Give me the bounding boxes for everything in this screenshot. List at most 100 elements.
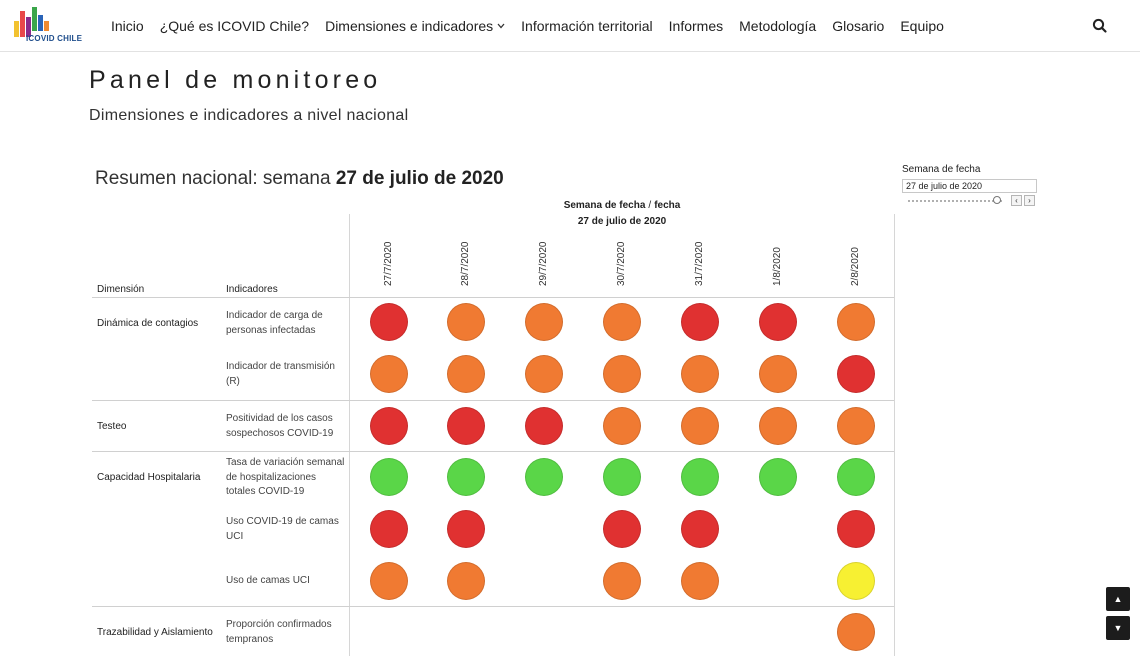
date-label-text: 29/7/2020 <box>538 241 549 287</box>
status-dot-red[interactable] <box>603 510 641 548</box>
scroll-down-button[interactable]: ▼ <box>1106 616 1130 640</box>
summary-title: Resumen nacional: semana 27 de julio de … <box>95 168 504 190</box>
status-dot-orange[interactable] <box>681 562 719 600</box>
nav-label: Metodología <box>739 17 817 34</box>
nav-informes[interactable]: Informes <box>669 18 723 34</box>
logo-text: ICOVID CHILE <box>26 34 83 43</box>
table-divider <box>349 214 350 656</box>
status-dot-orange[interactable] <box>447 303 485 341</box>
dimension-capacidad-hospitalaria: Capacidad Hospitalaria <box>97 472 201 483</box>
indicator-label: Indicador de transmisión (R) <box>226 361 335 387</box>
week-slider-thumb[interactable] <box>993 196 1001 204</box>
chevron-down-icon <box>497 23 505 28</box>
status-dot-orange[interactable] <box>525 355 563 393</box>
status-dot-red[interactable] <box>681 303 719 341</box>
indicator-label: Tasa de variación semanal de hospitaliza… <box>226 457 345 497</box>
status-dot-orange[interactable] <box>603 562 641 600</box>
next-week-button[interactable]: › <box>1024 195 1035 206</box>
status-dot-orange[interactable] <box>525 303 563 341</box>
status-dot-green[interactable] <box>447 458 485 496</box>
status-dot-green[interactable] <box>759 458 797 496</box>
status-dot-orange[interactable] <box>603 303 641 341</box>
dimension-dinamica-contagios: Dinámica de contagios <box>97 318 199 329</box>
status-dot-red[interactable] <box>370 303 408 341</box>
status-dot-orange[interactable] <box>837 407 875 445</box>
nav-informacion-territorial[interactable]: Información territorial <box>521 18 653 34</box>
nav-dimensiones-dropdown[interactable]: Dimensiones e indicadores <box>325 18 505 34</box>
column-header-separator: / <box>648 200 652 211</box>
status-dot-green[interactable] <box>525 458 563 496</box>
search-icon <box>1092 18 1107 33</box>
nav-metodologia[interactable]: Metodología <box>739 18 816 34</box>
indicator-label: Indicador de carga de personas infectada… <box>226 310 323 336</box>
scroll-up-button[interactable]: ▲ <box>1106 587 1130 611</box>
nav-label: Información territorial <box>521 17 653 34</box>
summary-prefix: Resumen nacional: semana <box>95 168 336 189</box>
status-dot-red[interactable] <box>837 355 875 393</box>
status-dot-orange[interactable] <box>370 562 408 600</box>
status-dot-red[interactable] <box>447 510 485 548</box>
nav-label: ¿Qué es ICOVID Chile? <box>159 17 310 34</box>
date-label-text: 28/7/2020 <box>460 241 471 287</box>
week-filter-dropdown[interactable]: 27 de julio de 2020 <box>902 179 1037 193</box>
indicator-label: Positividad de los casos sospechosos COV… <box>226 413 334 439</box>
status-dot-orange[interactable] <box>370 355 408 393</box>
chevron-right-icon: › <box>1028 196 1031 205</box>
table-rule <box>92 297 894 298</box>
main-menu: Inicio ¿Qué es ICOVID Chile? Dimensiones… <box>103 0 952 51</box>
search-button[interactable] <box>1090 16 1110 36</box>
status-dot-red[interactable] <box>759 303 797 341</box>
date-label-text: 31/7/2020 <box>694 241 705 287</box>
status-dot-yellow[interactable] <box>837 562 875 600</box>
status-dot-green[interactable] <box>837 458 875 496</box>
nav-que-es[interactable]: ¿Qué es ICOVID Chile? <box>160 18 309 34</box>
status-dot-red[interactable] <box>370 407 408 445</box>
indicator-label: Uso de camas UCI <box>226 575 310 586</box>
date-label-text: 2/8/2020 <box>850 247 861 286</box>
status-dot-orange[interactable] <box>603 407 641 445</box>
status-dot-green[interactable] <box>603 458 641 496</box>
status-dot-orange[interactable] <box>447 562 485 600</box>
nav-label: Inicio <box>111 17 144 34</box>
page-title: Panel de monitoreo <box>89 66 382 94</box>
status-dot-orange[interactable] <box>759 407 797 445</box>
status-dot-red[interactable] <box>681 510 719 548</box>
indicator-header: Indicadores <box>226 284 278 295</box>
status-dot-orange[interactable] <box>681 407 719 445</box>
dimension-testeo: Testeo <box>97 421 127 432</box>
nav-label: Dimensiones e indicadores <box>325 17 494 34</box>
previous-week-button[interactable]: ‹ <box>1011 195 1022 206</box>
arrow-down-icon: ▼ <box>1113 623 1123 633</box>
nav-equipo[interactable]: Equipo <box>900 18 944 34</box>
status-dot-orange[interactable] <box>837 303 875 341</box>
table-rule <box>92 606 894 607</box>
status-dot-red[interactable] <box>525 407 563 445</box>
status-dot-red[interactable] <box>447 407 485 445</box>
dimension-trazabilidad: Trazabilidad y Aislamiento <box>97 627 213 638</box>
status-dot-orange[interactable] <box>603 355 641 393</box>
table-rule <box>92 451 894 452</box>
summary-week: 27 de julio de 2020 <box>335 168 504 189</box>
status-dot-orange[interactable] <box>759 355 797 393</box>
status-dot-red[interactable] <box>370 510 408 548</box>
logo-bars-icon <box>14 7 49 37</box>
status-dot-green[interactable] <box>370 458 408 496</box>
nav-inicio[interactable]: Inicio <box>111 18 144 34</box>
table-divider-right <box>894 214 895 656</box>
week-slider-track[interactable] <box>908 200 1002 202</box>
status-dot-red[interactable] <box>837 510 875 548</box>
status-dot-green[interactable] <box>681 458 719 496</box>
nav-glosario[interactable]: Glosario <box>832 18 884 34</box>
column-header-label-a: Semana de fecha <box>563 200 646 211</box>
top-navigation: ICOVID CHILE Inicio ¿Qué es ICOVID Chile… <box>0 0 1140 52</box>
date-label-text: 27/7/2020 <box>383 241 394 287</box>
date-label-text: 30/7/2020 <box>616 241 627 287</box>
arrow-up-icon: ▲ <box>1113 594 1123 604</box>
status-dot-orange[interactable] <box>447 355 485 393</box>
nav-label: Glosario <box>832 17 885 34</box>
icovid-logo[interactable]: ICOVID CHILE <box>12 7 90 45</box>
status-dot-orange[interactable] <box>837 613 875 651</box>
status-dot-orange[interactable] <box>681 355 719 393</box>
date-label-text: 1/8/2020 <box>772 247 783 286</box>
nav-label: Informes <box>668 17 724 34</box>
